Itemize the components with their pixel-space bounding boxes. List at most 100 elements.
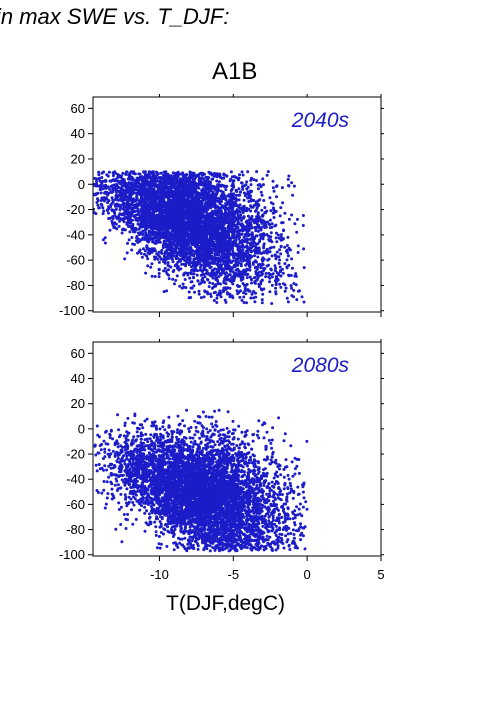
scatter-point [256,229,260,233]
scatter-point [127,173,131,177]
scatter-point [265,173,269,177]
scatter-point [281,282,285,286]
scatter-point [205,269,209,273]
scatter-point [195,226,198,230]
scatter-point [107,217,111,220]
scatter-point [118,190,121,194]
scatter-point [168,210,172,214]
scatter-point [199,236,203,240]
scatter-point [136,222,140,226]
scatter-point [278,270,282,274]
scatter-point [108,187,112,191]
scatter-point [210,274,214,278]
scatter-point [197,248,201,252]
scenario-title: A1B [212,58,258,85]
scatter-point [261,292,265,296]
scatter-point [269,246,273,250]
scatter-point [279,285,283,289]
scatter-point [253,254,256,258]
scatter-point [224,205,228,209]
scatter-point [287,274,291,278]
scatter-point [233,212,237,216]
scatter-point [214,188,218,192]
scatter-point [269,209,273,213]
scatter-point [164,205,168,209]
scatter-point [279,233,283,237]
scatter-point [183,259,187,262]
scatter-point [221,225,225,229]
scatter-point [245,219,249,223]
scatter-point [112,208,116,212]
scatter-point [264,220,268,224]
scatter-point [226,251,230,255]
scatter-point [290,181,294,185]
scatter-point [246,190,250,194]
scatter-point [147,206,151,210]
scatter-point [185,231,189,235]
scatter-point [208,172,212,176]
scatter-point [130,248,134,252]
scatter-point [174,248,178,252]
scatter-point [103,197,107,201]
scatter-point [205,212,209,216]
scatter-point [193,216,197,219]
scatter-point [230,266,234,270]
scatter-point [194,182,198,186]
scatter-point [227,194,231,198]
scatter-point [254,229,258,233]
scatter-point [295,217,299,221]
scatter-point [213,192,217,196]
scatter-point [153,257,157,261]
scatter-point [205,290,209,294]
scatter-point [252,239,256,243]
scatter-point [219,295,223,299]
scatter-point [275,240,279,244]
scatter-point [287,263,291,267]
scatter-point [256,217,260,221]
scatter-point [163,256,167,260]
scatter-point [219,282,222,286]
scatter-point [259,226,263,230]
scatter-point [272,245,276,249]
scatter-point [255,246,259,250]
scatter-point [207,183,210,187]
scatter-points [93,170,306,305]
scatter-point [242,216,246,220]
scatter-point [138,224,142,228]
scatter-point [174,278,178,282]
scatter-point [280,186,284,190]
scatter-point [117,173,121,177]
scatter-point [166,261,170,265]
scatter-point [242,198,246,202]
scatter-point [176,234,180,238]
scatter-point [99,191,103,195]
scatter-point [144,217,148,221]
scatter-point [212,221,216,225]
scatter-point [175,200,179,204]
scatter-point [196,279,200,283]
scatter-point [102,209,106,213]
scatter-point [251,241,255,245]
scatter-point [150,237,154,241]
scatter-point [168,254,172,258]
scatter-point [160,251,164,255]
scatter-point [258,250,261,254]
scatter-point [260,193,264,197]
scatter-point [183,255,187,259]
scatter-point [112,188,116,191]
scatter-point [259,190,263,194]
scatter-point [103,241,107,245]
scatter-point [238,295,242,299]
scatter-point [207,285,211,289]
scatter-point [131,224,135,228]
scatter-point [125,170,128,174]
scatter-point [182,262,186,266]
scatter-point [106,208,110,212]
scatter-point [261,259,265,263]
scatter-point [137,211,141,215]
scatter-point [180,254,184,258]
scatter-point [226,201,230,205]
scatter-point [125,200,129,204]
scatter-point [260,298,264,302]
scatter-point [162,254,166,258]
